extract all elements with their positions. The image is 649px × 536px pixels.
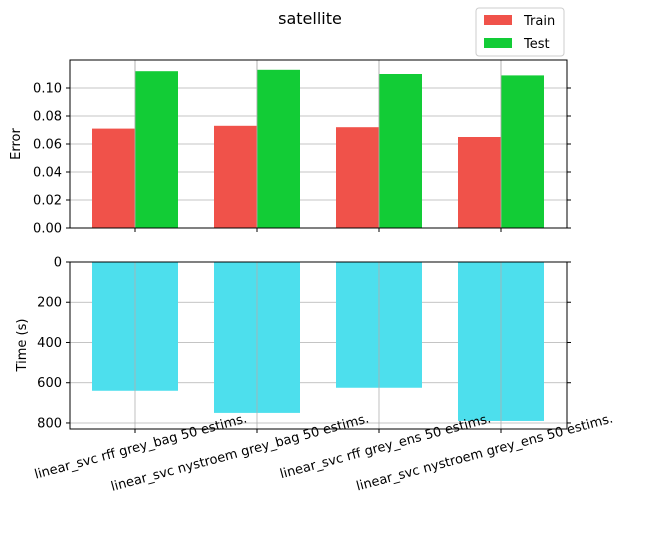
bar-test-3 [501,75,544,229]
error-ytick-label: 0.02 [33,194,62,209]
bar-train-2 [336,127,379,228]
time-axis-label: Time (s) [15,319,30,373]
time-ytick-label: 400 [37,336,62,351]
legend: Train Test [475,7,565,57]
time-ytick-label: 600 [37,376,62,391]
error-ytick-label: 0.06 [33,138,62,153]
error-plot-frame [69,59,568,229]
time-axis: 0 200 400 600 800 [37,256,571,433]
legend-label-test: Test [523,37,550,52]
category-labels: linear_svc rff grey_bag 50 estims.linear… [33,411,615,494]
legend-swatch-test [484,38,512,48]
time-plot-frame [69,261,568,430]
time-ytick-label: 200 [37,296,62,311]
legend-label-train: Train [523,14,555,29]
bar-train-3 [458,137,501,228]
error-ytick-label: 0.00 [33,222,62,237]
error-ytick-label: 0.10 [33,82,62,97]
time-ytick-label: 0 [54,256,62,271]
time-ytick-label: 800 [37,416,62,431]
bar-test-1 [257,69,300,228]
error-axis: 0.00 0.02 0.04 0.06 0.08 0.10 [33,59,571,237]
bar-test-2 [379,74,422,228]
error-ytick-label: 0.04 [33,166,62,181]
error-axis-label: Error [9,128,24,160]
error-bars [92,60,544,229]
legend-swatch-train [484,15,512,25]
bar-train-1 [214,125,257,228]
chart-title: satellite [278,9,342,28]
bar-train-0 [92,128,135,228]
time-bars [92,262,544,429]
error-ytick-label: 0.08 [33,110,62,125]
bar-test-0 [135,71,178,228]
